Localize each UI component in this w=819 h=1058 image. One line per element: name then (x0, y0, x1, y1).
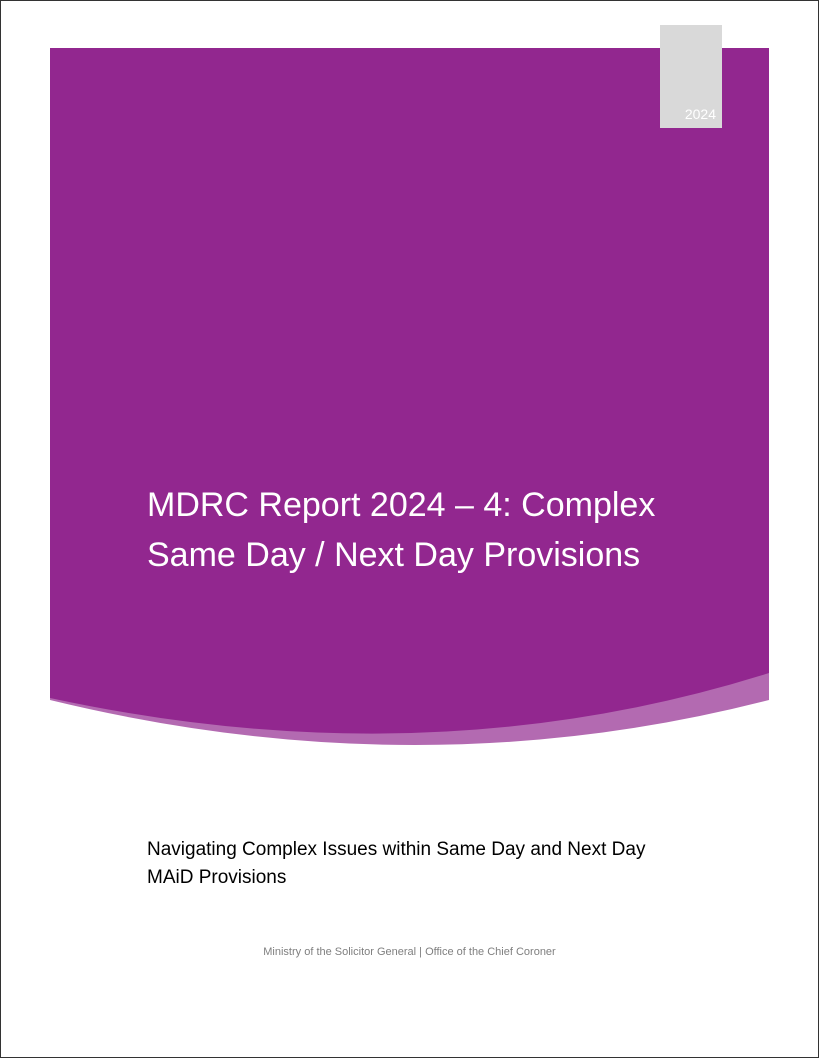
year-tab: 2024 (660, 25, 722, 128)
publisher-footer: Ministry of the Solicitor General | Offi… (263, 946, 556, 958)
report-subtitle: Navigating Complex Issues within Same Da… (147, 839, 646, 888)
year-label: 2024 (684, 106, 716, 122)
banner-main (50, 48, 769, 734)
report-title: MDRC Report 2024 – 4: Complex Same Day /… (147, 486, 656, 574)
